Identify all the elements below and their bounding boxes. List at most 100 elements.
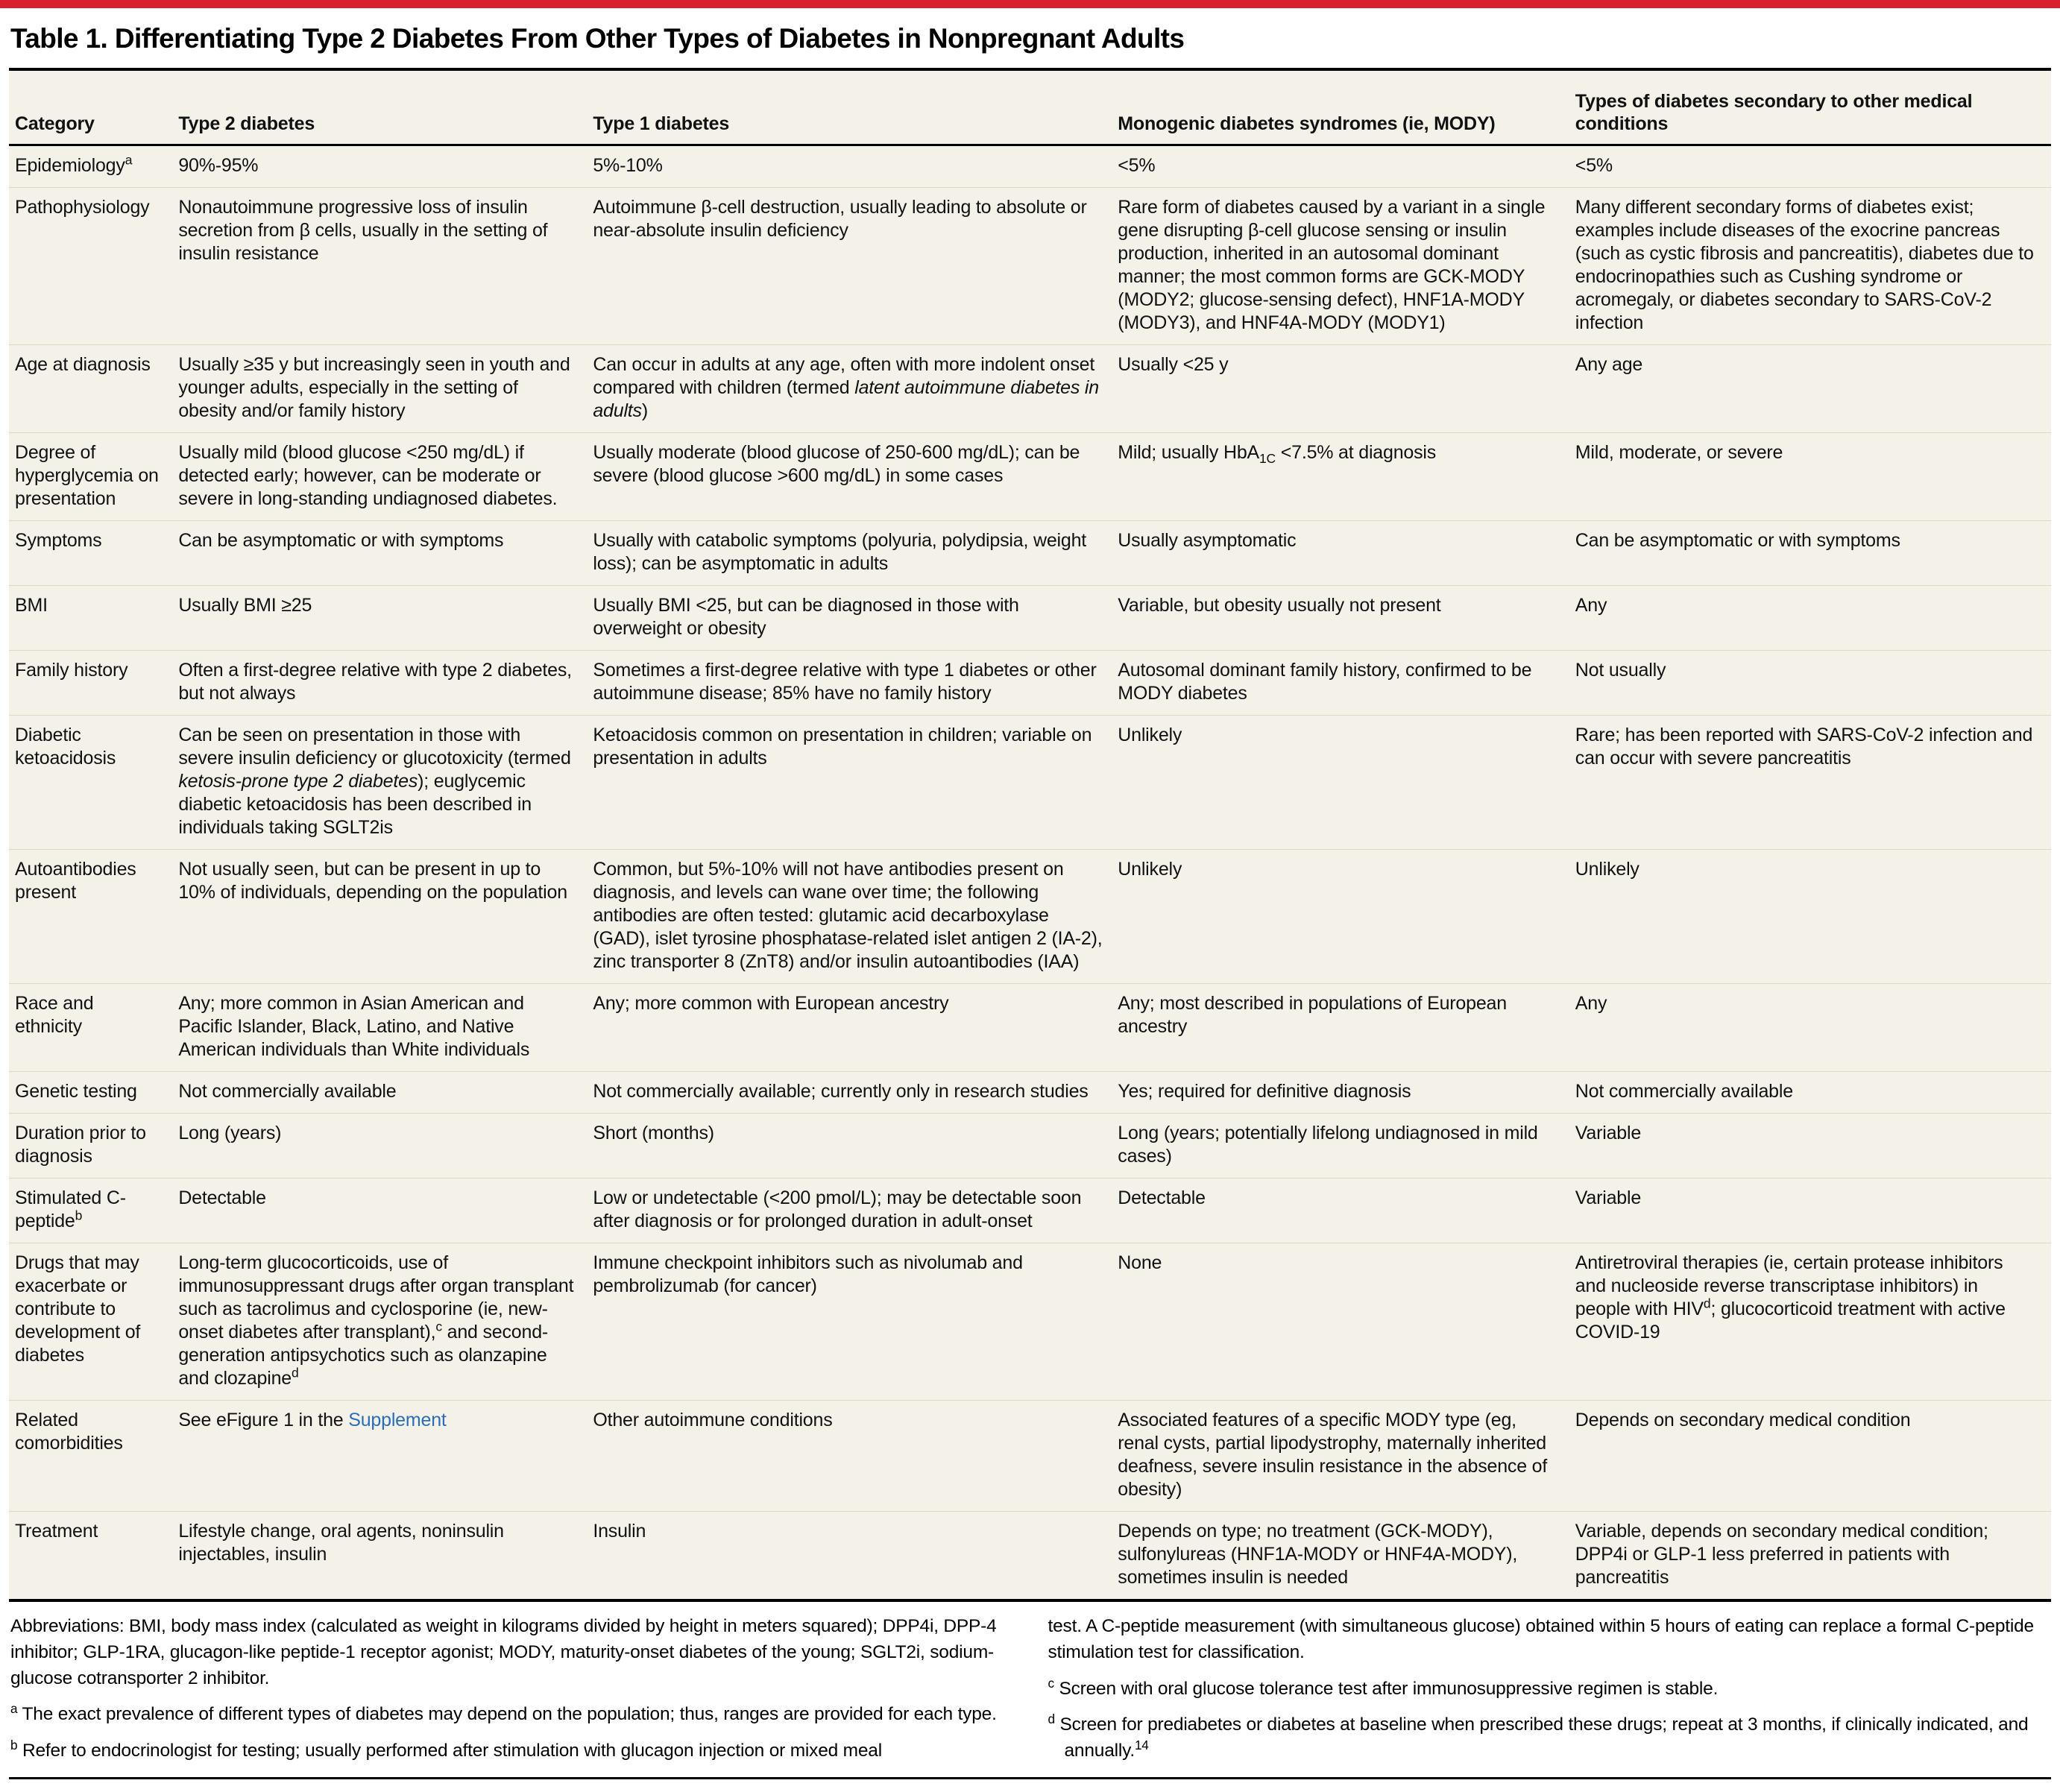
table-cell: Depends on type; no treatment (GCK-MODY)… — [1118, 1521, 1518, 1588]
table-cell: Variable — [1575, 1178, 2051, 1243]
row-category: Symptoms — [9, 520, 179, 586]
table-row: Stimulated C-peptideb Detectable Low or un… — [9, 1178, 2051, 1243]
header-row: Category Type 2 diabetes Type 1 diabetes… — [9, 69, 2051, 146]
table-cell: Variable, but obesity usually not presen… — [1118, 585, 1575, 651]
table-cell: Nonautoimmune progressive loss of insuli… — [178, 187, 593, 345]
table-cell: Mild, moderate, or severe — [1575, 432, 2051, 521]
table-cell: Usually ≥35 y but increasingly seen in y… — [178, 344, 593, 433]
row-category: Degree of hyperglycemia on presentation — [9, 432, 179, 521]
supplement-link[interactable]: Supplement — [348, 1410, 447, 1430]
table-row: Drugs that may exacerbate or contribute … — [9, 1243, 2051, 1401]
table-cell: Lifestyle change, oral agents, noninsuli… — [178, 1521, 504, 1565]
table-cell: Autosomal dominant family history, confi… — [1118, 650, 1575, 716]
journal-accent-bar — [0, 0, 2060, 8]
table-cell: Low or undetectable (<200 pmol/L); may b… — [593, 1178, 1118, 1243]
table-cell: Insulin — [593, 1521, 646, 1542]
table-cell: Any; most described in populations of Eu… — [1118, 983, 1575, 1072]
table-cell: Ketoacidosis common on presentation in c… — [593, 715, 1118, 850]
table-cell: Unlikely — [1118, 715, 1575, 850]
table-cell: Associated features of a specific MODY t… — [1118, 1400, 1575, 1512]
column-header-type2: Type 2 diabetes — [178, 69, 593, 146]
table-cell: Autoimmune β-cell destruction, usually l… — [593, 187, 1118, 345]
table-row: Age at diagnosis Usually ≥35 y but increa… — [9, 344, 2051, 433]
table-cell: Not commercially available — [1575, 1071, 2051, 1114]
table-title: Table 1. Differentiating Type 2 Diabetes… — [10, 23, 1185, 54]
row-category: Diabetic ketoacidosis — [9, 715, 179, 850]
row-category: Pathophysiology — [9, 187, 179, 345]
footnote: c Screen with oral glucose tolerance tes… — [1048, 1675, 1719, 1699]
row-category: Epidemiologya — [9, 145, 179, 188]
table-cell: Any — [1575, 983, 2051, 1072]
table-cell: Can be seen on presentation in those wit… — [178, 715, 593, 850]
column-header-mody: Monogenic diabetes syndromes (ie, MODY) — [1118, 69, 1575, 146]
table-cell: Not commercially available — [178, 1071, 593, 1114]
table-cell: Usually BMI <25, but can be diagnosed in… — [593, 585, 1118, 651]
row-category: Autoantibodies present — [9, 849, 179, 984]
content-area: Table 1. Differentiating Type 2 Diabetes… — [0, 8, 2060, 1779]
footnotes-left-column: Abbreviations: BMI, body mass index (cal… — [10, 1614, 1012, 1777]
table-cell: Long-term glucocorticoids, use of immuno… — [178, 1243, 593, 1401]
table-cell: Not usually — [1575, 650, 2051, 716]
table-cell: Usually moderate (blood glucose of 250-6… — [593, 432, 1118, 521]
row-category: Treatment — [15, 1521, 98, 1542]
table-cell: Usually mild (blood glucose <250 mg/dL) … — [178, 432, 593, 521]
table-cell: Usually with catabolic symptoms (polyuri… — [593, 520, 1118, 586]
row-category: Drugs that may exacerbate or contribute … — [9, 1243, 179, 1401]
table-cell: Usually asymptomatic — [1118, 520, 1575, 586]
table-body: Epidemiologya 90%-95% 5%-10% <5% <5% Pathophy… — [9, 145, 2051, 1601]
table-cell: Sometimes a first-degree relative with t… — [593, 650, 1118, 716]
footnotes-right-column: test. A C-peptide measurement (with simu… — [1048, 1614, 2050, 1777]
table-row: Autoantibodies present Not usually seen, … — [9, 849, 2051, 984]
table-cell: Usually <25 y — [1118, 344, 1575, 433]
footnote: a The exact prevalence of different type… — [10, 1701, 997, 1725]
table-cell: Other autoimmune conditions — [593, 1400, 1118, 1512]
table-cell: Rare; has been reported with SARS-CoV-2 … — [1575, 715, 2051, 850]
row-category: BMI — [9, 585, 179, 651]
table-cell: None — [1118, 1243, 1575, 1401]
table-cell: Any; more common with European ancestry — [593, 983, 1118, 1072]
column-header-type1: Type 1 diabetes — [593, 69, 1118, 146]
footnote: b Refer to endocrinologist for testing; … — [10, 1737, 882, 1761]
footnotes: Abbreviations: BMI, body mass index (cal… — [9, 1602, 2051, 1779]
table-row: Race and ethnicity Any; more common in As… — [9, 983, 2051, 1072]
table-cell: Variable — [1575, 1113, 2051, 1179]
table-row: Related comorbidities See eFigure 1 in th… — [9, 1400, 2051, 1512]
table-cell: Variable, depends on secondary medical c… — [1575, 1521, 1988, 1588]
table-cell: 5%-10% — [593, 145, 1118, 188]
table-row: Family history Often a first-degree relat… — [9, 650, 2051, 716]
diabetes-comparison-table: Category Type 2 diabetes Type 1 diabetes… — [9, 68, 2051, 1602]
footnote: test. A C-peptide measurement (with simu… — [1048, 1616, 2035, 1662]
row-category: Race and ethnicity — [9, 983, 179, 1072]
table-cell: Depends on secondary medical condition — [1575, 1400, 2051, 1512]
table-cell: Any; more common in Asian American and P… — [178, 983, 593, 1072]
table-cell: Common, but 5%-10% will not have antibod… — [593, 849, 1118, 984]
table-cell: Antiretroviral therapies (ie, certain pr… — [1575, 1243, 2051, 1401]
table-row: Diabetic ketoacidosis Can be seen on pres… — [9, 715, 2051, 850]
row-category: Stimulated C-peptideb — [9, 1178, 179, 1243]
table-row: Degree of hyperglycemia on presentation U… — [9, 432, 2051, 521]
table-header: Category Type 2 diabetes Type 1 diabetes… — [9, 69, 2051, 146]
table-row: Symptoms Can be asymptomatic or with symp… — [9, 520, 2051, 586]
table-cell: Rare form of diabetes caused by a varian… — [1118, 187, 1575, 345]
table-cell: Usually BMI ≥25 — [178, 585, 593, 651]
table-row: Duration prior to diagnosis Long (years) S… — [9, 1113, 2051, 1179]
table-cell: See eFigure 1 in the Supplement — [178, 1400, 593, 1512]
table-row: Pathophysiology Nonautoimmune progressive… — [9, 187, 2051, 345]
row-category: Genetic testing — [9, 1071, 179, 1114]
table-row: Genetic testing Not commercially availabl… — [9, 1071, 2051, 1114]
table-cell: Can occur in adults at any age, often wi… — [593, 344, 1118, 433]
footnote: d Screen for prediabetes or diabetes at … — [1048, 1711, 2029, 1761]
table-cell: Unlikely — [1118, 849, 1575, 984]
table-cell: Short (months) — [593, 1113, 1118, 1179]
table-cell: Yes; required for definitive diagnosis — [1118, 1071, 1575, 1114]
table-row: BMI Usually BMI ≥25 Usually BMI <25, but c… — [9, 585, 2051, 651]
table-cell: Can be asymptomatic or with symptoms — [1575, 520, 2051, 586]
table-cell: Any — [1575, 585, 2051, 651]
table-cell: <5% — [1118, 145, 1575, 188]
table-cell: Unlikely — [1575, 849, 2051, 984]
footnote: Abbreviations: BMI, body mass index (cal… — [10, 1616, 997, 1688]
table-cell: Not commercially available; currently on… — [593, 1071, 1118, 1114]
table-cell: Immune checkpoint inhibitors such as niv… — [593, 1243, 1118, 1401]
table-cell: <5% — [1575, 145, 2051, 188]
